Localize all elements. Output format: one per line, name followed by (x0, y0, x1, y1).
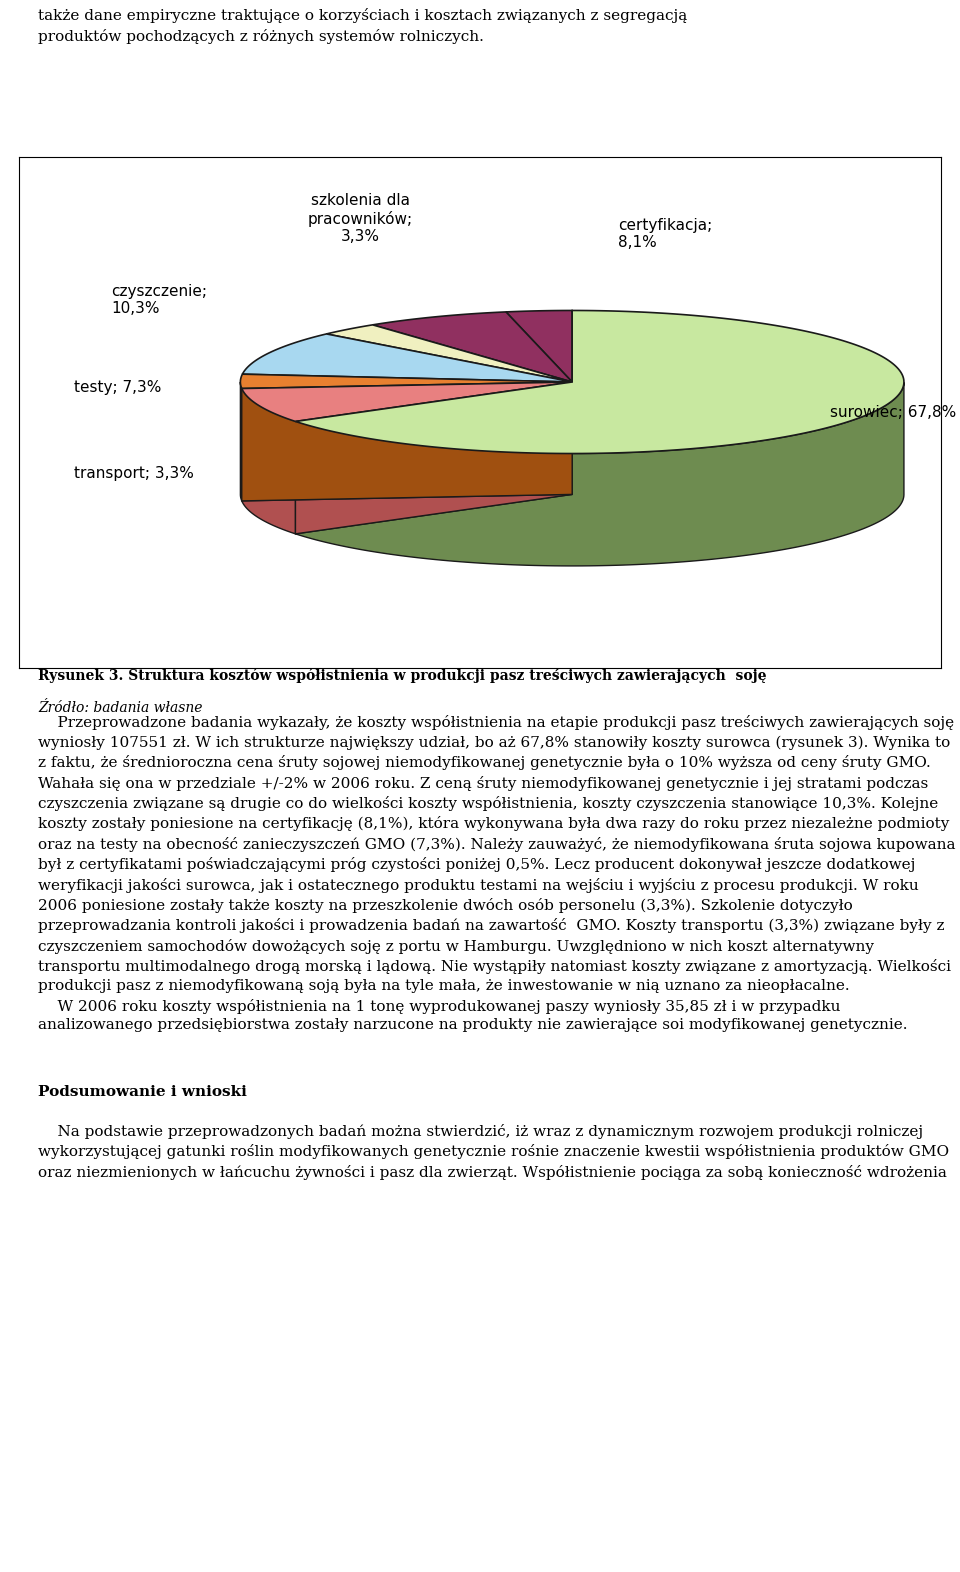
Text: transport; 3,3%: transport; 3,3% (75, 467, 194, 481)
Text: certyfikacja;
8,1%: certyfikacja; 8,1% (618, 217, 712, 250)
Polygon shape (242, 382, 572, 501)
Polygon shape (242, 382, 572, 421)
Polygon shape (296, 382, 572, 534)
Text: Rysunek 3. Struktura kosztów współistnienia w produkcji pasz treściwych zawieraj: Rysunek 3. Struktura kosztów współistnie… (38, 668, 767, 684)
Polygon shape (242, 388, 296, 534)
Polygon shape (240, 382, 242, 501)
Polygon shape (242, 333, 572, 382)
Polygon shape (326, 325, 572, 382)
Text: Źródło: badania własne: Źródło: badania własne (38, 701, 203, 715)
Polygon shape (506, 311, 572, 382)
Text: Przeprowadzone badania wykazały, że koszty współistnienia na etapie produkcji pa: Przeprowadzone badania wykazały, że kosz… (38, 715, 956, 1033)
Text: testy; 7,3%: testy; 7,3% (75, 379, 162, 395)
Polygon shape (296, 382, 572, 534)
Polygon shape (372, 311, 572, 382)
Polygon shape (242, 382, 572, 501)
Text: także dane empiryczne traktujące o korzyściach i kosztach związanych z segregacj: także dane empiryczne traktujące o korzy… (38, 8, 687, 44)
Text: surowiec; 67,8%: surowiec; 67,8% (830, 406, 956, 420)
Polygon shape (296, 382, 904, 566)
Text: czyszczenie;
10,3%: czyszczenie; 10,3% (111, 285, 207, 316)
Text: Na podstawie przeprowadzonych badań można stwierdzić, iż wraz z dynamicznym rozw: Na podstawie przeprowadzonych badań możn… (38, 1124, 949, 1179)
Polygon shape (296, 311, 904, 453)
Text: szkolenia dla
pracowników;
3,3%: szkolenia dla pracowników; 3,3% (307, 193, 413, 244)
Polygon shape (240, 374, 572, 388)
Text: Podsumowanie i wnioski: Podsumowanie i wnioski (38, 1085, 248, 1099)
